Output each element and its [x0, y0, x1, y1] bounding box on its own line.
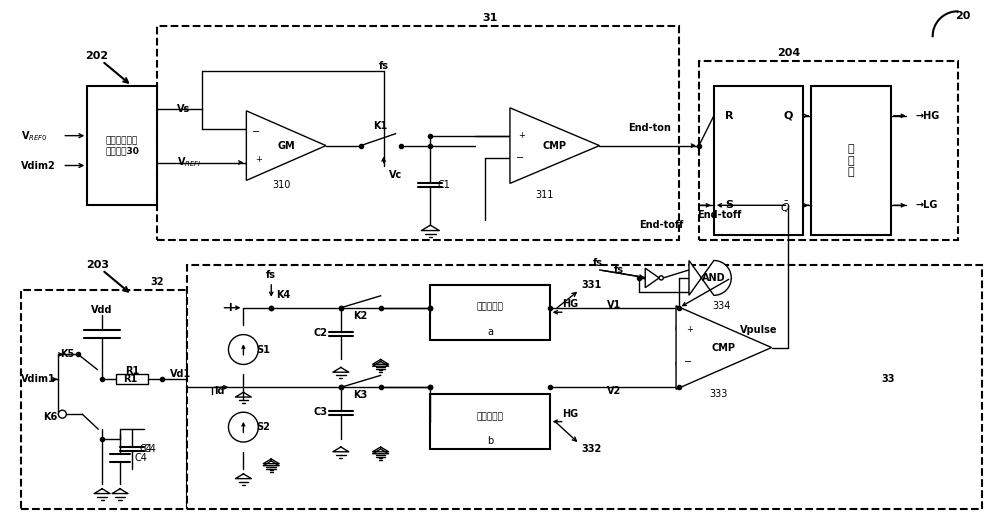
FancyBboxPatch shape	[430, 394, 550, 449]
Text: 202: 202	[86, 51, 109, 61]
Text: 331: 331	[581, 280, 602, 290]
Text: 单脉冲电路: 单脉冲电路	[477, 303, 503, 312]
FancyBboxPatch shape	[714, 86, 803, 235]
Text: +: +	[255, 155, 262, 164]
Text: C3: C3	[314, 407, 328, 417]
FancyBboxPatch shape	[811, 86, 891, 235]
Text: Vs: Vs	[177, 104, 190, 114]
Text: V1: V1	[607, 300, 622, 310]
Polygon shape	[645, 268, 659, 288]
Text: Id: Id	[214, 386, 225, 396]
Text: 驱
动
器: 驱 动 器	[848, 144, 854, 177]
Text: +: +	[518, 131, 525, 140]
FancyBboxPatch shape	[699, 61, 958, 240]
Text: C2: C2	[314, 328, 328, 337]
Text: K3: K3	[354, 391, 368, 400]
Text: End-toff: End-toff	[639, 220, 684, 230]
Circle shape	[228, 412, 258, 442]
Text: Vdim2: Vdim2	[21, 161, 55, 171]
Text: End-ton: End-ton	[628, 123, 671, 133]
Text: a: a	[487, 327, 493, 336]
Text: fs: fs	[614, 265, 624, 275]
Text: 单脉冲电路: 单脉冲电路	[477, 412, 503, 421]
Text: $\bar{Q}$: $\bar{Q}$	[780, 200, 791, 215]
FancyBboxPatch shape	[21, 290, 187, 509]
Polygon shape	[510, 108, 599, 184]
Text: HG: HG	[562, 300, 578, 309]
Text: Vdim1: Vdim1	[21, 374, 55, 384]
Text: Q: Q	[784, 111, 793, 121]
Text: K2: K2	[354, 311, 368, 321]
Text: fs: fs	[266, 270, 276, 280]
Text: 310: 310	[272, 180, 290, 190]
Text: R: R	[725, 111, 733, 121]
Text: C4: C4	[143, 444, 156, 454]
Text: 334: 334	[713, 301, 731, 311]
Text: −: −	[252, 127, 260, 137]
Text: fs: fs	[379, 61, 389, 71]
Circle shape	[659, 276, 663, 280]
Text: V$_{REFI}$: V$_{REFI}$	[177, 155, 201, 170]
Text: 333: 333	[710, 389, 728, 399]
Text: V2: V2	[607, 386, 622, 396]
FancyBboxPatch shape	[87, 86, 157, 205]
Text: Vdd: Vdd	[91, 305, 113, 315]
Text: 204: 204	[777, 48, 800, 58]
Polygon shape	[246, 111, 326, 180]
Text: −: −	[516, 152, 524, 163]
Text: C1: C1	[438, 180, 451, 190]
FancyBboxPatch shape	[187, 265, 982, 509]
Text: S1: S1	[256, 345, 270, 355]
Text: CMP: CMP	[712, 343, 736, 353]
Text: AND: AND	[702, 273, 726, 283]
Polygon shape	[689, 261, 731, 295]
Text: R1: R1	[123, 374, 137, 384]
Text: 32: 32	[150, 277, 164, 287]
Text: R1: R1	[125, 367, 139, 376]
Text: C4: C4	[135, 453, 148, 463]
Text: →HG: →HG	[916, 111, 940, 121]
Text: K5: K5	[60, 349, 74, 359]
Text: End-toff: End-toff	[697, 210, 741, 220]
Text: 311: 311	[536, 190, 554, 200]
Text: 31: 31	[482, 14, 498, 23]
Text: S2: S2	[256, 422, 270, 432]
FancyBboxPatch shape	[157, 26, 679, 240]
Text: →LG: →LG	[916, 200, 938, 210]
Text: 电流基准信号
产生电路30: 电流基准信号 产生电路30	[105, 136, 139, 155]
Text: 33: 33	[881, 374, 895, 384]
Text: K1: K1	[374, 121, 388, 131]
Text: C4: C4	[139, 444, 152, 454]
FancyBboxPatch shape	[430, 285, 550, 340]
Text: fs: fs	[592, 258, 602, 268]
Text: I: I	[228, 303, 231, 313]
Text: HG: HG	[562, 409, 578, 419]
Text: b: b	[487, 436, 493, 446]
Circle shape	[228, 334, 258, 365]
Text: Vd1: Vd1	[170, 369, 191, 380]
Text: CMP: CMP	[543, 140, 567, 151]
Text: GM: GM	[277, 140, 295, 151]
Text: 332: 332	[581, 444, 602, 454]
Text: S: S	[725, 200, 733, 210]
FancyBboxPatch shape	[116, 374, 148, 384]
Text: Vc: Vc	[389, 171, 402, 180]
Text: 20: 20	[955, 11, 970, 21]
Circle shape	[58, 410, 66, 418]
Text: 203: 203	[86, 260, 109, 270]
Text: +: +	[687, 325, 693, 334]
Text: V$_{REF0}$: V$_{REF0}$	[21, 129, 47, 142]
Text: −: −	[684, 357, 692, 368]
Polygon shape	[676, 306, 772, 389]
Text: K6: K6	[43, 412, 57, 422]
Text: K4: K4	[276, 290, 290, 300]
Text: Vpulse: Vpulse	[740, 324, 777, 335]
